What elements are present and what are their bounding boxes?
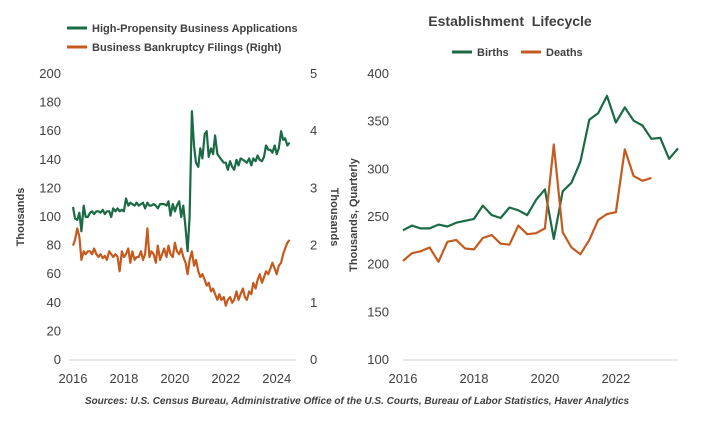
series-line-bankruptcy [71, 227, 291, 307]
y-axis-title-right: Thousands [328, 188, 340, 247]
legend-label-applications: High-Propensity Business Applications [92, 23, 298, 35]
y-tick-label-right: 5 [310, 66, 317, 81]
y-tick-label-left: 120 [39, 180, 61, 195]
business-applications-chart: High-Propensity Business Applications Bu… [15, 23, 340, 386]
y-tick-label-right: 1 [310, 295, 317, 310]
x-axis-ticks: 2016 2018 2020 2022 2024 [59, 371, 292, 386]
y-tick-label-left: 140 [39, 152, 61, 167]
chart2-legend: Births Deaths [452, 47, 583, 59]
x-tick-label: 2024 [262, 371, 291, 386]
y-axis-ticks-left: 0 20 40 60 80 100 120 140 160 180 200 [39, 66, 61, 367]
y-tick-label-left: 180 [39, 95, 61, 110]
y-tick-label: 200 [367, 257, 389, 272]
series-line-births [402, 94, 679, 240]
y-tick-label-left: 20 [47, 323, 61, 338]
y-tick-label: 350 [367, 114, 389, 129]
y-tick-label: 300 [367, 161, 389, 176]
x-tick-label: 2020 [530, 371, 559, 386]
y-tick-label-right: 2 [310, 238, 317, 253]
y-tick-label-right: 0 [310, 352, 317, 367]
x-tick-label: 2020 [160, 371, 189, 386]
y-tick-label-left: 80 [47, 238, 61, 253]
y-tick-label-left: 160 [39, 123, 61, 138]
series-line-deaths [402, 143, 652, 263]
legend-label-bankruptcy: Business Bankruptcy Filings (Right) [92, 42, 282, 54]
y-tick-label-right: 4 [310, 123, 317, 138]
series-line-applications [71, 110, 291, 253]
y-tick-label: 150 [367, 304, 389, 319]
y-tick-label-left: 200 [39, 66, 61, 81]
chart1-legend: High-Propensity Business Applications Bu… [67, 23, 298, 54]
chart2-series [402, 94, 679, 263]
y-axis-ticks-right: 0 1 2 3 4 5 [310, 66, 317, 367]
x-tick-label: 2022 [211, 371, 240, 386]
y-tick-label-left: 40 [47, 295, 61, 310]
y-tick-label-left: 60 [47, 266, 61, 281]
y-tick-label: 250 [367, 209, 389, 224]
y-tick-label-left: 100 [39, 209, 61, 224]
establishment-lifecycle-chart: Establishment Lifecycle Births Deaths Th… [348, 13, 679, 386]
x-tick-label: 2016 [59, 371, 88, 386]
x-tick-label: 2016 [389, 371, 418, 386]
y-tick-label-right: 3 [310, 180, 317, 195]
y-tick-label: 100 [367, 352, 389, 367]
source-note: Sources: U.S. Census Bureau, Administrat… [85, 396, 630, 407]
legend-label-births: Births [477, 47, 509, 59]
x-tick-label: 2018 [460, 371, 489, 386]
y-tick-label: 400 [367, 66, 389, 81]
x-axis-ticks: 2016 2018 2020 2022 [389, 371, 631, 386]
y-axis-ticks: 100 150 200 250 300 350 400 [367, 66, 389, 367]
y-axis-title: Thousands, Quarterly [348, 157, 360, 272]
y-tick-label-left: 0 [54, 352, 61, 367]
chart1-series [71, 110, 291, 307]
x-tick-label: 2018 [109, 371, 138, 386]
y-axis-title-left: Thousands [15, 188, 27, 247]
x-tick-label: 2022 [601, 371, 630, 386]
chart-title: Establishment Lifecycle [428, 13, 592, 29]
legend-label-deaths: Deaths [546, 47, 583, 59]
